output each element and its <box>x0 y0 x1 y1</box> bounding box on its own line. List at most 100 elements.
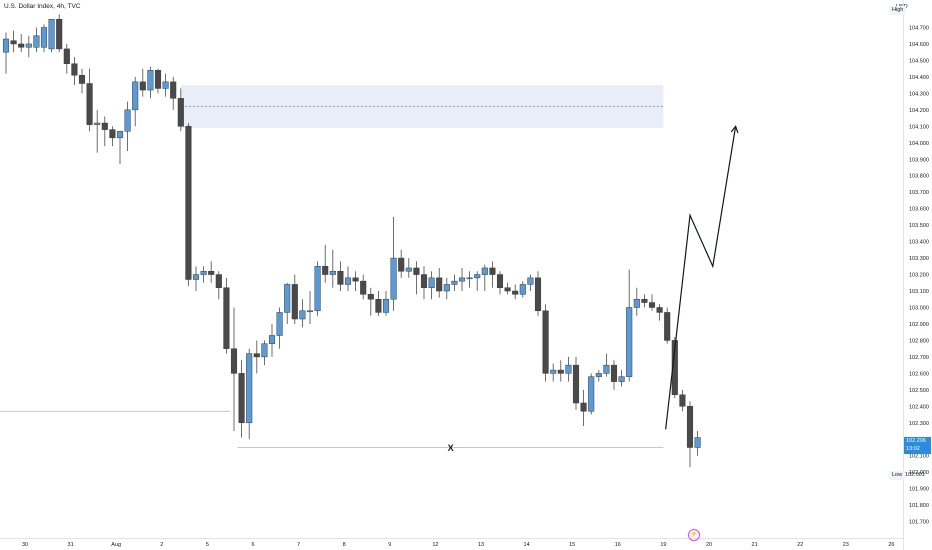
candle-body <box>474 274 481 279</box>
candle-body <box>550 369 557 374</box>
candle-body <box>101 122 108 130</box>
candle-body <box>671 340 678 396</box>
candle-body <box>10 40 17 45</box>
candle-body <box>238 373 245 424</box>
price-tick-label: 102.600 <box>909 371 929 377</box>
price-tick-label: 104.400 <box>909 75 929 81</box>
candle-body <box>200 271 207 275</box>
price-tick-label: 102.400 <box>909 404 929 410</box>
candle-body <box>603 364 610 374</box>
time-axis[interactable]: 30 31 Aug 2 5 6 7 8 9 12 13 14 15 16 19 20 21 22 23 26 <box>22 542 895 548</box>
low-label-text: Low <box>892 472 903 478</box>
price-tick-label: 104.500 <box>909 58 929 64</box>
candle-body <box>633 299 640 308</box>
time-tick-label: Aug <box>111 542 121 548</box>
time-tick-label: 23 <box>843 542 849 548</box>
candle-body <box>56 19 63 50</box>
candle-body <box>610 364 618 382</box>
price-tick-label: 104.700 <box>909 26 929 32</box>
candle-body <box>223 287 230 349</box>
time-tick-label: 12 <box>432 542 438 548</box>
projection-arrowhead <box>730 125 739 134</box>
candle-body <box>276 312 283 336</box>
price-tick-label: 103.000 <box>909 305 929 311</box>
candle-body <box>664 312 671 341</box>
candle-body <box>428 277 435 288</box>
candle-body <box>246 353 253 424</box>
high-label: High <box>889 6 907 15</box>
candle-body <box>648 302 656 308</box>
candle-body <box>489 267 496 275</box>
candle-body <box>458 277 466 282</box>
time-tick-label: 2 <box>160 542 163 548</box>
candle-body <box>443 284 450 292</box>
time-tick-label: 8 <box>343 542 346 548</box>
candle-body <box>656 307 663 313</box>
candle-body <box>466 277 473 280</box>
candle-body <box>595 373 602 377</box>
candle-body <box>48 19 55 50</box>
projection-path <box>665 126 737 430</box>
candle-body <box>306 310 314 313</box>
candle-body <box>572 364 580 404</box>
time-tick-label: 21 <box>752 542 758 548</box>
price-tick-label: 101.900 <box>909 487 929 493</box>
time-tick-label: 20 <box>706 542 712 548</box>
price-tick-label: 101.700 <box>909 520 929 526</box>
projection-layer <box>665 125 739 430</box>
candle-body <box>360 280 367 295</box>
candle-body <box>299 310 306 320</box>
time-tick-label: 31 <box>68 542 74 548</box>
candle-body <box>314 266 321 312</box>
candle-body <box>25 43 32 48</box>
time-tick-label: 15 <box>569 542 575 548</box>
candle-body <box>78 75 86 84</box>
candle-body <box>253 353 260 358</box>
price-tick-label: 103.300 <box>909 256 929 262</box>
price-tick-label: 102.000 <box>909 470 929 476</box>
price-tick-label: 104.000 <box>909 141 929 147</box>
liquidity-x-marker: X <box>448 443 454 453</box>
candle-body <box>382 299 390 313</box>
low-value-label: 102.001 <box>905 472 925 478</box>
candle-body <box>63 48 70 64</box>
price-tick-label: 101.800 <box>909 503 929 509</box>
candle-body <box>33 35 40 48</box>
time-tick-label: 30 <box>22 542 28 548</box>
candle-body <box>679 394 686 407</box>
candle-body <box>451 280 458 285</box>
candle-body <box>116 131 124 139</box>
candle-body <box>208 271 215 275</box>
candle-body <box>86 83 93 125</box>
time-tick-label: 14 <box>524 542 530 548</box>
candle-body <box>154 70 162 89</box>
time-tick-label: 6 <box>251 542 254 548</box>
candle-body <box>375 299 382 313</box>
candle-body <box>322 266 329 275</box>
symbol-title[interactable]: U.S. Dollar Index, 4h, TVC <box>4 3 81 10</box>
line-layer <box>0 410 664 448</box>
price-tick-label: 104.200 <box>909 108 929 114</box>
price-tick-label: 102.100 <box>909 454 929 460</box>
candle-body <box>18 43 25 48</box>
lightning-bolt-icon[interactable]: ⚡ <box>688 529 700 541</box>
low-label: Low <box>889 471 906 480</box>
time-tick-label: 16 <box>615 542 621 548</box>
price-tick-label: 102.700 <box>909 355 929 361</box>
candle-body <box>71 63 78 76</box>
candle-body <box>94 122 101 125</box>
candle-body <box>185 126 192 280</box>
price-tick-label: 103.700 <box>909 190 929 196</box>
candle-body <box>2 38 10 53</box>
candle-body <box>565 364 572 374</box>
last-price-badge: 102.206 13:02 <box>904 437 931 454</box>
time-tick-label: 26 <box>888 542 894 548</box>
supply-zone-layer <box>180 85 664 128</box>
candle-body <box>618 376 625 382</box>
candle-body <box>534 277 542 312</box>
candle-body <box>420 274 428 288</box>
time-tick-label: 13 <box>478 542 484 548</box>
price-tick-label: 102.500 <box>909 388 929 394</box>
last-price-value: 102.206 <box>906 438 926 444</box>
